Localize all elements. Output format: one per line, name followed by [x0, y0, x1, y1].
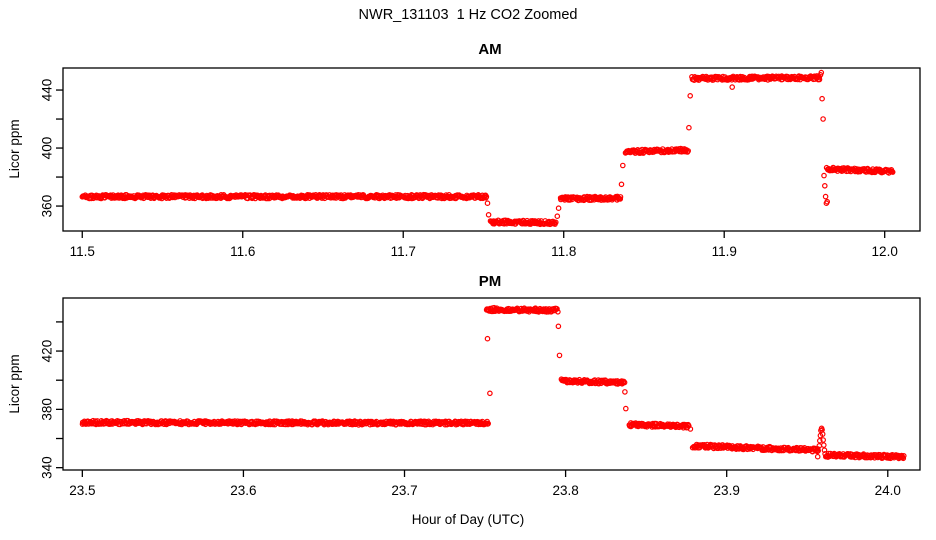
pm-axes: 23.5 23.6 23.7 23.8 23.9 24.0 340 380 420: [40, 321, 901, 498]
pm-data-points: [79, 304, 907, 462]
am-axes: 11.5 11.6 11.7 11.8 11.9 12.0 360 400 440: [40, 79, 898, 259]
pm-panel: PM Licor ppm 23.5 23.6 23.7 23.8 23.9 24.0 340…: [7, 273, 921, 498]
am-panel: AM Licor ppm 11.5 11.6 11.7 11.8 11.9 12.0 360…: [7, 41, 921, 259]
x-tick-label: 11.9: [712, 244, 737, 259]
pm-panel-title: PM: [479, 273, 502, 290]
x-tick-label: 11.5: [70, 244, 95, 259]
am-plot-box: [62, 67, 921, 232]
am-data-points: [79, 69, 896, 228]
x-axis-label: Hour of Day (UTC): [412, 512, 525, 527]
x-tick-label: 11.8: [551, 244, 576, 259]
x-tick-label: 23.5: [69, 483, 95, 498]
y-tick-label: 420: [40, 340, 55, 363]
x-tick-label: 23.6: [230, 483, 256, 498]
am-y-axis-label: Licor ppm: [7, 119, 22, 178]
pm-plot-box: [62, 297, 921, 471]
x-tick-label: 11.6: [230, 244, 255, 259]
y-tick-label: 360: [40, 195, 55, 218]
x-tick-label: 23.9: [714, 483, 740, 498]
y-tick-label: 400: [40, 137, 55, 160]
am-panel-title: AM: [478, 41, 501, 58]
figure-title: NWR_131103 1 Hz CO2 Zoomed: [359, 7, 578, 23]
x-tick-label: 24.0: [875, 483, 901, 498]
x-tick-label: 12.0: [872, 244, 898, 259]
y-tick-label: 380: [40, 398, 55, 421]
pm-y-axis-label: Licor ppm: [7, 354, 22, 413]
y-tick-label: 440: [40, 79, 55, 102]
x-tick-label: 23.7: [391, 483, 417, 498]
x-tick-label: 23.8: [552, 483, 578, 498]
y-tick-label: 340: [40, 456, 55, 479]
x-tick-label: 11.7: [391, 244, 416, 259]
